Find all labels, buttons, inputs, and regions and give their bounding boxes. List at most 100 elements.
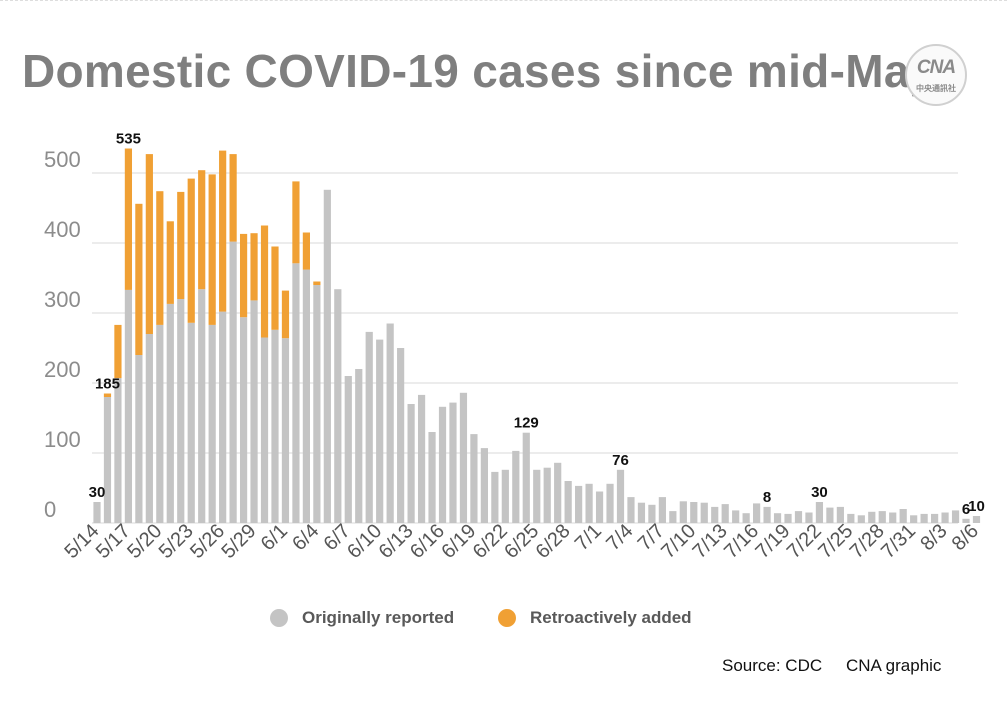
bar-originally-reported-6-24 (522, 432, 530, 523)
bar-originally-reported-7-17 (763, 506, 771, 523)
bar-retroactively-added-5-20 (156, 191, 164, 325)
bar-originally-reported-8-6 (972, 516, 981, 523)
bar-retroactively-added-5-28 (239, 233, 248, 318)
legend-swatch-originally-reported (270, 609, 288, 627)
bar-originally-reported-7-1 (595, 491, 604, 523)
bar-originally-reported-6-4 (313, 285, 321, 523)
bar-originally-reported-7-2 (606, 483, 614, 523)
logo-circle (905, 44, 967, 106)
bar-retroactively-added-6-3 (302, 232, 310, 270)
bar-retroactively-added-6-4 (313, 281, 321, 285)
y-tick-label-300: 300 (44, 287, 81, 312)
y-tick-label-500: 500 (44, 147, 81, 172)
bar-originally-reported-6-11 (386, 323, 394, 523)
bar-originally-reported-5-27 (229, 241, 237, 523)
bar-originally-reported-5-19 (145, 334, 153, 523)
x-tick-label-6-4: 6/4 (288, 520, 323, 555)
source-text: Source: CDC (722, 656, 823, 675)
y-tick-label-400: 400 (44, 217, 81, 242)
bar-originally-reported-5-25 (208, 324, 216, 523)
bar-originally-reported-7-11 (700, 502, 708, 523)
bar-originally-reported-7-19 (784, 513, 792, 523)
x-tick-label-6-28: 6/28 (532, 520, 575, 563)
bar-originally-reported-7-16 (753, 503, 761, 523)
bar-originally-reported-7-7 (658, 497, 666, 523)
data-label-7-17: 8 (763, 489, 771, 506)
bar-originally-reported-7-25 (847, 513, 855, 523)
bar-originally-reported-7-6 (648, 504, 656, 523)
bar-chart: 01002003004005005/145/175/205/235/265/29… (44, 131, 985, 564)
bar-originally-reported-6-25 (533, 469, 541, 523)
bar-originally-reported-7-28 (878, 511, 886, 523)
bar-originally-reported-7-13 (721, 504, 729, 523)
bar-originally-reported-6-22 (501, 469, 509, 523)
bar-originally-reported-6-23 (512, 450, 520, 523)
legend-label-originally-reported: Originally reported (302, 608, 455, 627)
bar-originally-reported-7-20 (794, 511, 803, 523)
chart-title: Domestic COVID-19 cases since mid-May (22, 45, 936, 97)
data-label-8-5: 6 (962, 501, 970, 518)
logo-subtext: 中央通訊社 (916, 84, 956, 93)
x-tick-label-7-1: 7/1 (571, 520, 606, 555)
bar-retroactively-added-5-26 (219, 150, 227, 312)
x-tick-label-8-6: 8/6 (948, 520, 983, 555)
bar-originally-reported-6-30 (585, 483, 593, 523)
x-tick-label-7-31: 7/31 (877, 520, 920, 563)
bar-originally-reported-7-29 (889, 512, 897, 523)
data-label-5-17: 535 (116, 131, 141, 148)
legend-swatch-retroactively-added (498, 609, 516, 627)
bar-retroactively-added-5-18 (135, 203, 143, 355)
bar-originally-reported-5-17 (124, 289, 133, 523)
bar-originally-reported-6-6 (334, 289, 342, 523)
bar-retroactively-added-6-2 (292, 181, 300, 264)
bar-retroactively-added-5-16 (114, 324, 122, 379)
bar-originally-reported-6-13 (407, 404, 415, 523)
bar-originally-reported-8-5 (962, 518, 970, 523)
bar-originally-reported-7-15 (742, 513, 750, 523)
bar-originally-reported-7-21 (805, 512, 813, 523)
bar-originally-reported-6-2 (292, 263, 300, 523)
data-label-5-15: 185 (95, 376, 120, 393)
bar-retroactively-added-5-17 (124, 148, 133, 290)
bar-retroactively-added-5-22 (177, 191, 185, 299)
bar-retroactively-added-5-27 (229, 154, 237, 242)
bar-originally-reported-8-4 (951, 510, 960, 523)
bar-originally-reported-6-16 (438, 406, 447, 523)
bar-retroactively-added-5-19 (145, 154, 153, 334)
bar-originally-reported-6-28 (564, 481, 572, 523)
bar-originally-reported-6-19 (470, 434, 478, 523)
x-tick-label-5-29: 5/29 (217, 520, 260, 563)
bar-retroactively-added-5-24 (198, 170, 206, 290)
bar-originally-reported-6-21 (491, 471, 499, 523)
bar-originally-reported-7-4 (627, 497, 635, 523)
bar-originally-reported-7-30 (899, 509, 907, 523)
bar-originally-reported-6-26 (543, 467, 551, 523)
bar-originally-reported-7-8 (669, 511, 677, 523)
bar-originally-reported-5-21 (166, 303, 174, 523)
y-tick-label-200: 200 (44, 357, 81, 382)
bar-originally-reported-7-5 (637, 502, 646, 523)
bar-retroactively-added-6-1 (281, 290, 290, 339)
bar-originally-reported-5-22 (177, 299, 185, 523)
bar-originally-reported-6-3 (302, 269, 310, 523)
bar-originally-reported-7-10 (690, 502, 698, 523)
bar-originally-reported-7-31 (910, 515, 918, 523)
bar-originally-reported-6-5 (323, 189, 331, 524)
bar-originally-reported-5-24 (198, 289, 206, 523)
bar-originally-reported-5-14 (93, 502, 101, 523)
bar-originally-reported-6-27 (554, 462, 562, 523)
y-tick-label-0: 0 (44, 497, 56, 522)
bar-retroactively-added-5-25 (208, 174, 216, 325)
bar-retroactively-added-5-29 (250, 233, 258, 301)
bar-originally-reported-5-20 (156, 324, 164, 523)
data-label-6-24: 129 (514, 415, 539, 432)
x-tick-label-8-3: 8/3 (916, 520, 951, 555)
bar-originally-reported-7-24 (836, 506, 844, 523)
bar-originally-reported-5-30 (260, 337, 269, 523)
bar-originally-reported-5-28 (239, 317, 248, 523)
bar-retroactively-added-5-31 (271, 246, 279, 330)
bar-originally-reported-6-18 (459, 392, 468, 523)
bar-originally-reported-7-22 (815, 502, 824, 523)
bar-originally-reported-7-14 (732, 510, 740, 523)
bar-originally-reported-7-23 (826, 507, 834, 523)
